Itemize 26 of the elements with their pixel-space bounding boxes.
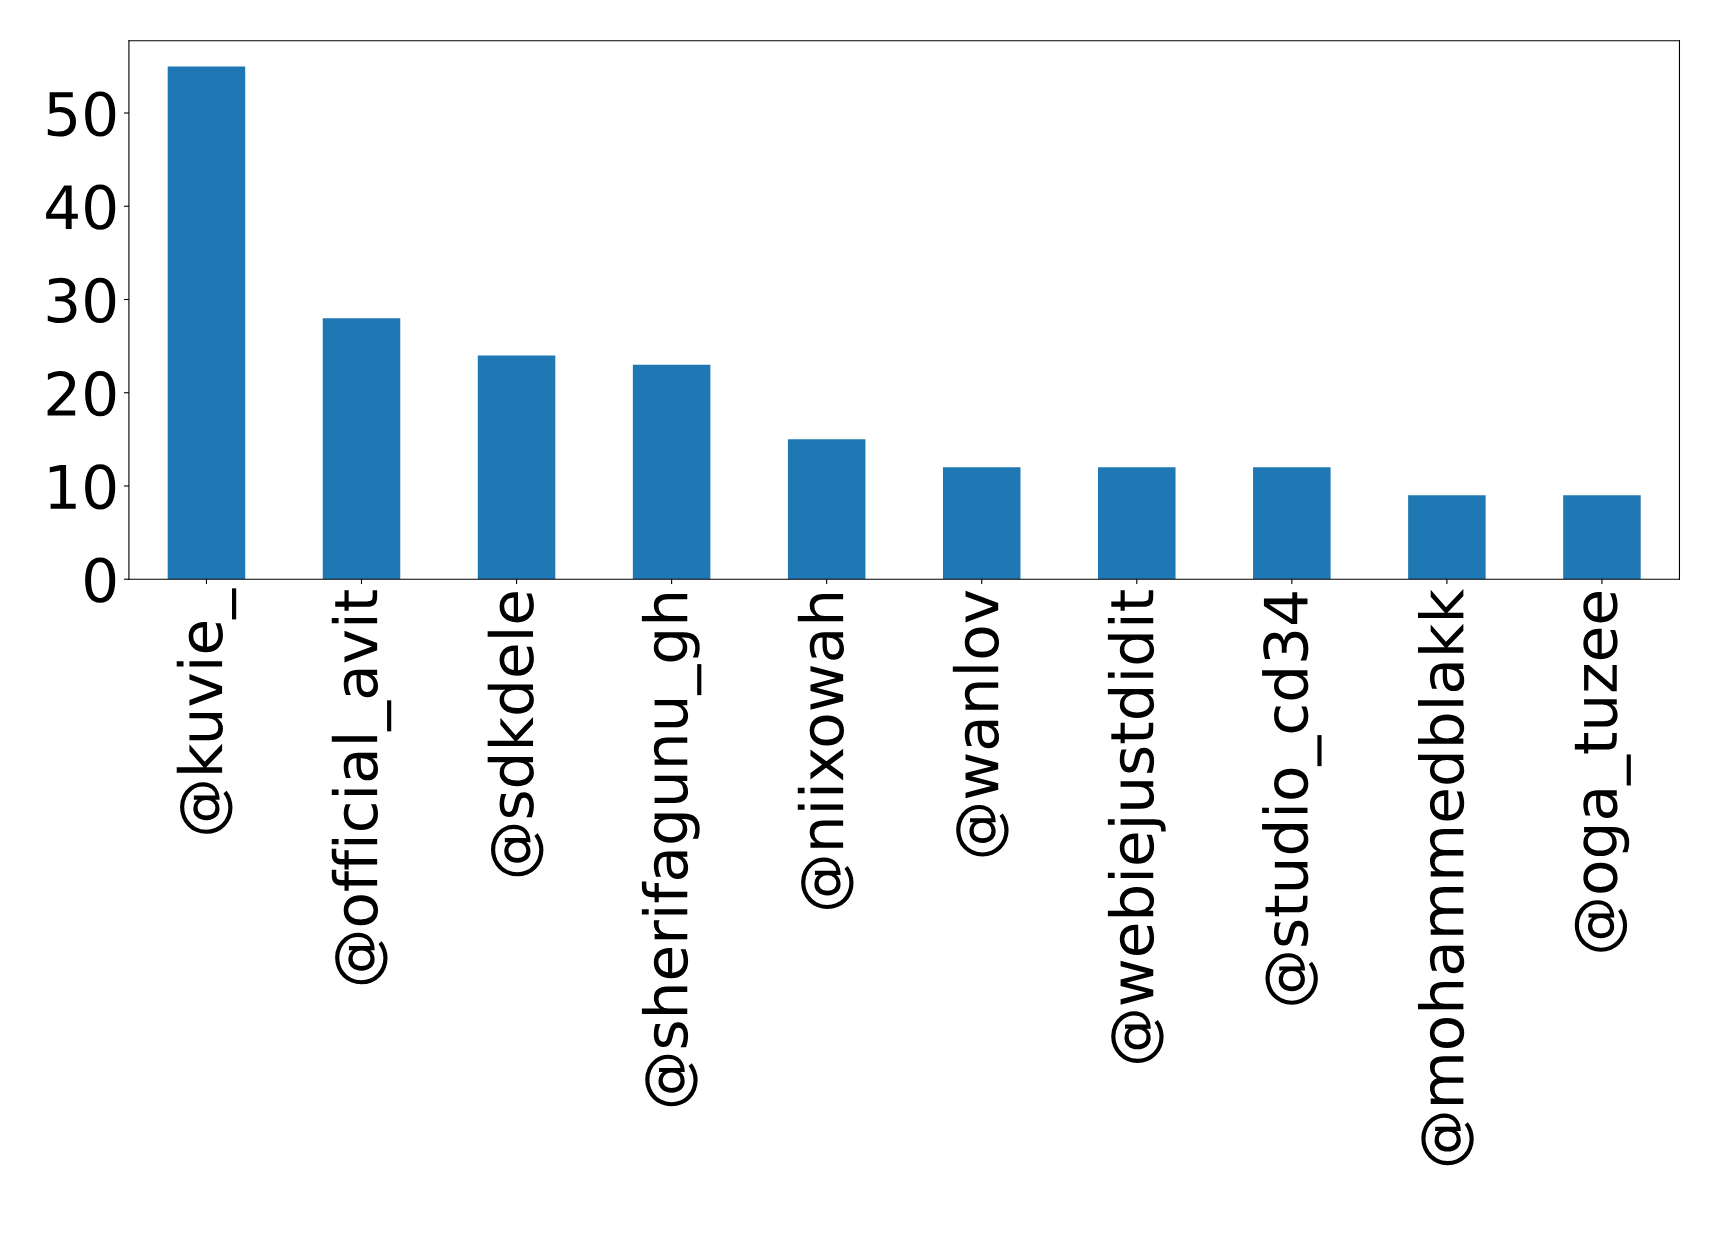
bar (322, 318, 401, 580)
x-tick-label: @kuvie_ (176, 588, 237, 834)
bar (942, 467, 1021, 580)
bar (477, 355, 556, 580)
x-tick-label: @mohammedblakk (1417, 589, 1474, 1166)
y-tick-label: 0 (85, 557, 116, 603)
y-tick-label: 10 (49, 464, 116, 510)
x-tick-label: @oga_tuzee (1574, 592, 1631, 952)
x-tick-label: @official_avit (331, 590, 392, 985)
x-tick-label: @wanlov (952, 590, 1009, 857)
x-tick-label: @niixowah (797, 594, 854, 910)
bar (167, 66, 246, 580)
y-tick-label: 20 (47, 371, 116, 417)
x-tick-label: @sdkdele (487, 592, 544, 877)
bar (1098, 467, 1176, 580)
bar (1253, 467, 1331, 580)
y-tick-label: 40 (46, 184, 116, 230)
bar (1408, 495, 1486, 580)
bar (787, 439, 866, 580)
x-tick-label: @studio_cd34 (1262, 592, 1322, 1005)
x-tick-label: @webiejustdidit (1107, 590, 1166, 1063)
x-tick-label: @sherifagunu_gh (641, 594, 702, 1107)
bar (632, 364, 711, 580)
y-tick-label: 30 (47, 277, 116, 324)
bar (1563, 495, 1641, 580)
y-tick-label: 50 (47, 91, 116, 137)
